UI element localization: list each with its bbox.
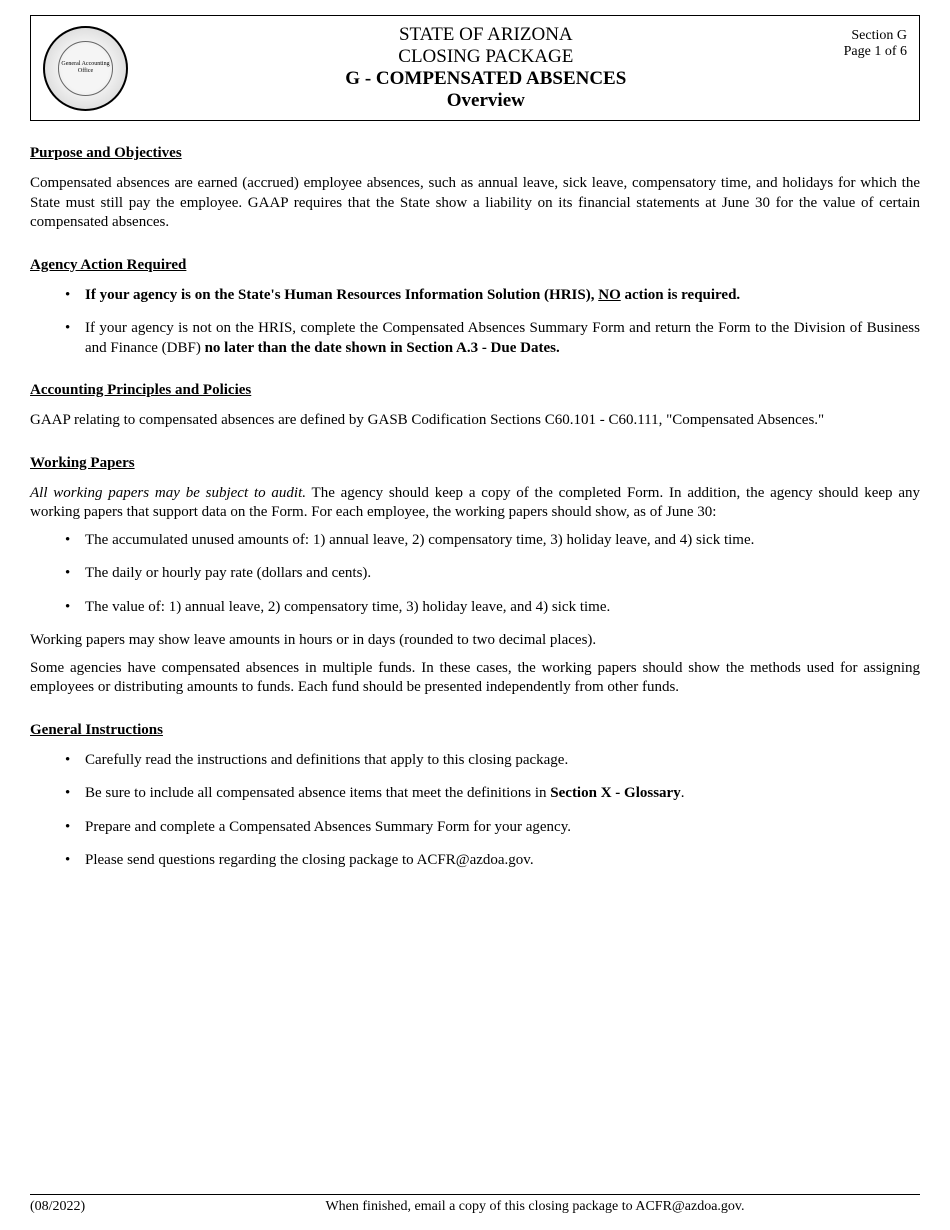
gi-bullet2-prefix: Be sure to include all compensated absen…	[85, 785, 550, 801]
title-line-2: CLOSING PACKAGE	[128, 46, 844, 68]
seal-inner-text: General Accounting Office	[58, 41, 113, 96]
working-papers-italic: All working papers may be subject to aud…	[30, 485, 306, 501]
state-seal: General Accounting Office	[43, 26, 128, 111]
bullet1-no: NO	[598, 287, 621, 303]
agency-action-bullet-2: If your agency is not on the HRIS, compl…	[85, 319, 920, 358]
title-line-3: G - COMPENSATED ABSENCES	[128, 68, 844, 90]
bullet1-prefix: If your agency is on the State's Human R…	[85, 287, 598, 303]
working-papers-heading: Working Papers	[30, 455, 920, 472]
footer-date: (08/2022)	[30, 1199, 150, 1215]
title-line-4: Overview	[128, 90, 844, 112]
gi-bullet-2: Be sure to include all compensated absen…	[85, 784, 920, 804]
general-instructions-heading: General Instructions	[30, 722, 920, 739]
header-frame: General Accounting Office STATE OF ARIZO…	[30, 15, 920, 121]
header-right: Section G Page 1 of 6	[844, 24, 907, 60]
purpose-body: Compensated absences are earned (accrued…	[30, 174, 920, 233]
accounting-heading: Accounting Principles and Policies	[30, 382, 920, 399]
bullet2-bold: no later than the date shown in Section …	[205, 340, 560, 356]
section-label: Section G	[844, 28, 907, 44]
working-papers-para2: Working papers may show leave amounts in…	[30, 631, 920, 651]
general-instructions-list: Carefully read the instructions and defi…	[30, 751, 920, 871]
gi-bullet2-suffix: .	[681, 785, 685, 801]
header-titles: STATE OF ARIZONA CLOSING PACKAGE G - COM…	[128, 24, 844, 112]
purpose-heading: Purpose and Objectives	[30, 145, 920, 162]
gi-bullet-4: Please send questions regarding the clos…	[85, 851, 920, 871]
working-papers-intro: All working papers may be subject to aud…	[30, 484, 920, 523]
working-papers-para3: Some agencies have compensated absences …	[30, 659, 920, 698]
title-line-1: STATE OF ARIZONA	[128, 24, 844, 46]
gi-bullet-3: Prepare and complete a Compensated Absen…	[85, 818, 920, 838]
agency-action-heading: Agency Action Required	[30, 257, 920, 274]
wp-bullet-1: The accumulated unused amounts of: 1) an…	[85, 531, 920, 551]
gi-bullet-1: Carefully read the instructions and defi…	[85, 751, 920, 771]
bullet1-suffix: action is required.	[621, 287, 740, 303]
accounting-body: GAAP relating to compensated absences ar…	[30, 411, 920, 431]
working-papers-list: The accumulated unused amounts of: 1) an…	[30, 531, 920, 618]
footer-text: When finished, email a copy of this clos…	[150, 1199, 920, 1215]
agency-action-bullet-1: If your agency is on the State's Human R…	[85, 286, 920, 306]
footer: (08/2022) When finished, email a copy of…	[30, 1194, 920, 1215]
page-number: Page 1 of 6	[844, 44, 907, 60]
wp-bullet-2: The daily or hourly pay rate (dollars an…	[85, 564, 920, 584]
wp-bullet-3: The value of: 1) annual leave, 2) compen…	[85, 598, 920, 618]
agency-action-list: If your agency is on the State's Human R…	[30, 286, 920, 359]
gi-bullet2-bold: Section X - Glossary	[550, 785, 680, 801]
